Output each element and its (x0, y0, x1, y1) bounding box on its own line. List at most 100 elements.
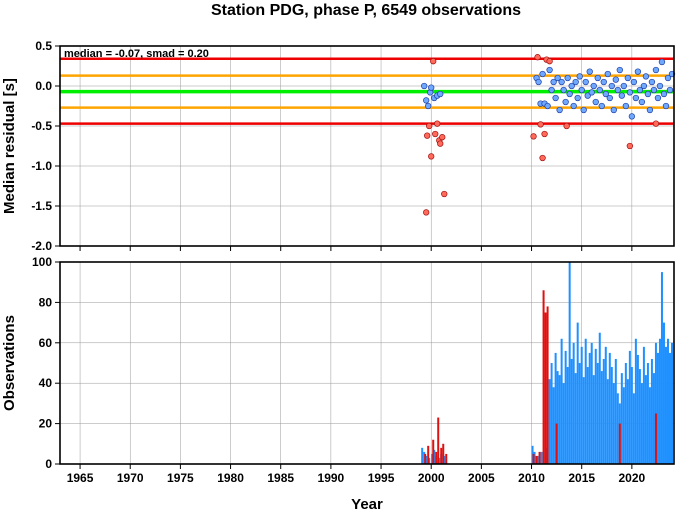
outlier-bar (424, 453, 427, 464)
outlier-point (426, 122, 433, 130)
outlier-point (626, 142, 634, 150)
observation-bar (536, 455, 539, 464)
observation-bar (600, 371, 603, 464)
residual-point (662, 102, 670, 110)
observation-bar (570, 358, 573, 464)
observation-bar (548, 379, 551, 464)
outlier-bar (555, 423, 558, 464)
observation-bar (662, 322, 665, 464)
observation-bar (566, 367, 569, 464)
residual-point (546, 66, 553, 74)
outlier-bar (445, 453, 448, 464)
residual-panel-frame (59, 45, 675, 247)
observation-bar (564, 350, 567, 464)
observation-bar (556, 371, 559, 464)
observation-bar (421, 447, 424, 464)
outlier-point (537, 121, 544, 128)
observation-bar (610, 367, 613, 464)
observation-bar (574, 373, 577, 464)
residual-point (586, 68, 593, 75)
y-tick-label: 0 (45, 457, 52, 471)
residual-point (622, 102, 629, 110)
residual-point (596, 86, 603, 94)
observation-bar (620, 373, 623, 464)
outlier-bar (542, 290, 545, 464)
residual-point (600, 78, 607, 86)
observation-bar (596, 363, 599, 464)
outlier-bar (442, 443, 445, 464)
residual-point (610, 106, 617, 114)
residual-point (594, 74, 601, 82)
observation-bar (614, 358, 617, 464)
residual-point (425, 102, 432, 110)
residual-point (626, 89, 634, 96)
observation-bar (648, 387, 651, 464)
outlier-point (563, 122, 570, 130)
x-tick-label: 1980 (217, 471, 244, 485)
observation-bar (438, 457, 441, 464)
outlier-point (441, 190, 448, 198)
residual-point (628, 113, 636, 120)
residual-point (584, 92, 591, 99)
observation-bar (554, 352, 557, 464)
outlier-bar (544, 312, 547, 464)
residual-point (604, 70, 611, 78)
residual-point (664, 74, 672, 82)
x-tick-label: 1970 (117, 471, 144, 485)
residual-point (554, 74, 561, 82)
observations-panel-frame (59, 261, 675, 465)
residual-point (582, 78, 589, 86)
y-tick-label: 0.5 (35, 39, 52, 53)
residual-point (578, 86, 585, 94)
y-tick-label: 40 (39, 376, 53, 390)
outlier-point (437, 140, 444, 147)
observation-bar (540, 451, 543, 464)
x-tick-label: 1985 (267, 471, 294, 485)
x-tick-label: 2000 (418, 471, 445, 485)
residual-point (654, 94, 662, 102)
observation-bar (584, 338, 587, 464)
chart-title: Station PDG, phase P, 6549 observations (211, 2, 521, 19)
observation-bar (646, 363, 649, 464)
residual-x-ticks (79, 246, 633, 251)
observation-bar (636, 354, 639, 464)
residual-point (564, 74, 571, 82)
observation-bar (550, 363, 553, 464)
residual-point (634, 68, 642, 75)
residual-point (630, 78, 638, 86)
observation-bar (560, 338, 563, 464)
y-tick-label: -0.5 (31, 119, 52, 133)
residual-point (620, 82, 627, 90)
statistics-annotation: median = -0.07, smad = 0.20 (64, 48, 209, 60)
x-tick-label: 1990 (318, 471, 345, 485)
observation-bar (668, 352, 671, 464)
y-tick-label: 20 (39, 417, 53, 431)
residual-point (608, 82, 615, 90)
residual-point (656, 82, 664, 90)
observation-bar (545, 447, 548, 464)
residual-point (544, 102, 551, 110)
outlier-point (546, 58, 553, 65)
outlier-point (423, 209, 430, 216)
residual-point (616, 66, 623, 74)
residual-point (423, 97, 430, 104)
residual-point (548, 86, 555, 94)
observation-bar (606, 379, 609, 464)
residual-point (590, 82, 597, 90)
observation-bar (425, 455, 428, 464)
x-tick-label: 2020 (619, 471, 646, 485)
residual-point (660, 90, 668, 98)
residual-point (576, 73, 583, 80)
residual-point (642, 73, 650, 80)
residual-point (612, 76, 619, 83)
observation-bar (616, 393, 619, 464)
x-axis-label: Year (351, 496, 383, 511)
outlier-bar (538, 451, 541, 464)
residual-point (570, 102, 577, 110)
x-tick-label: 1995 (368, 471, 395, 485)
observation-bar (428, 457, 431, 464)
outlier-bar (654, 413, 657, 464)
outlier-bar (618, 423, 621, 464)
residual-point (606, 94, 613, 102)
residual-point (592, 98, 599, 106)
